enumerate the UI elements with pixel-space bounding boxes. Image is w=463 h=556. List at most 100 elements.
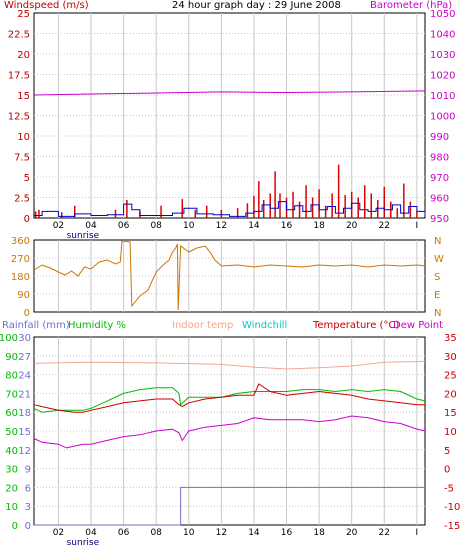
- sunrise-label: sunrise: [67, 231, 100, 241]
- windspeed-axis-tick-label: 15: [17, 91, 30, 102]
- temperature-axis-tick-label: 20: [444, 389, 457, 400]
- rainfall-axis-tick-label: 27: [18, 352, 31, 363]
- dewpoint-line: [33, 415, 426, 449]
- temp-x-tick-label: 12: [216, 528, 227, 538]
- temperature-axis-tick-label: 30: [444, 352, 457, 363]
- humidity-axis-tick-label: 80: [5, 371, 18, 382]
- windspeed-axis-tick-label: 17.5: [8, 71, 30, 82]
- humidity-axis-tick-label: 40: [5, 446, 18, 457]
- temperature-axis-tick-label: 25: [444, 371, 457, 382]
- barometer-line: [33, 90, 426, 96]
- windspeed-axis-tick-label: 2.5: [14, 194, 30, 205]
- rainfall-line: [34, 486, 425, 526]
- temperature-axis-label: Temperature (°C): [313, 320, 400, 331]
- compass-axis-tick-label: S: [434, 272, 440, 283]
- dewpoint-legend: Dew Point: [393, 320, 444, 331]
- temp-x-tick-label: 18: [313, 528, 325, 538]
- compass-axis-tick-label: E: [434, 290, 440, 301]
- wind-x-tick-label: 10: [183, 221, 195, 231]
- direction-axis-tick-label: 270: [11, 254, 30, 265]
- humidity-axis-tick-label: 10: [5, 502, 18, 513]
- barometer-axis-tick-label: 1030: [430, 50, 455, 61]
- barometer-axis-tick-label: 1040: [430, 30, 455, 41]
- chart-title: 24 hour graph day : 29 June 2008: [172, 0, 341, 11]
- barometer-axis-label: Barometer (hPa): [370, 0, 453, 11]
- rainfall-axis-tick-label: 0: [25, 521, 31, 532]
- barometer-axis-tick-label: 1010: [430, 91, 455, 102]
- humidity-axis-tick-label: 0: [12, 521, 18, 532]
- wind-x-tick-label: 22: [379, 221, 390, 231]
- windspeed-axis-tick-label: 0: [24, 214, 30, 225]
- direction-axis-tick-label: 0: [24, 308, 30, 319]
- direction-axis-tick-label: 180: [11, 272, 30, 283]
- wind-x-tick-label: 06: [118, 221, 130, 231]
- barometer-axis-tick-label: 1050: [430, 9, 455, 20]
- direction-axis-tick-label: 360: [11, 236, 30, 247]
- temperature-axis-tick-label: 5: [444, 446, 450, 457]
- wind-x-tick-label: I: [416, 221, 419, 231]
- temperature-axis-tick-label: -5: [444, 483, 454, 494]
- barometer-axis-tick-label: 980: [430, 153, 449, 164]
- rainfall-axis-tick-label: 6: [25, 483, 31, 494]
- windchill-legend: Windchill: [242, 320, 288, 331]
- wind-x-tick-label: 18: [313, 221, 325, 231]
- barometer-axis-tick-label: 960: [430, 194, 449, 205]
- humidity-axis-tick-label: 20: [5, 483, 18, 494]
- temp-x-tick-label: 04: [85, 528, 97, 538]
- windspeed-axis-tick-label: 25: [17, 9, 30, 20]
- humidity-axis-tick-label: 60: [5, 408, 18, 419]
- wind-x-tick-label: 08: [150, 221, 162, 231]
- direction-axis-tick-label: 90: [17, 290, 30, 301]
- temperature-axis-tick-label: -10: [444, 502, 460, 513]
- temperature-axis-tick-label: 15: [444, 408, 457, 419]
- temp-x-tick-label: 14: [248, 528, 260, 538]
- temperature-axis-tick-label: 10: [444, 427, 457, 438]
- indoor-temp-line: [33, 360, 426, 370]
- wind-average-line: [34, 201, 426, 217]
- humidity-line: [33, 387, 426, 413]
- rainfall-axis-tick-label: 18: [18, 408, 31, 419]
- rainfall-axis-label: Rainfall (mm): [2, 320, 70, 331]
- temperature-axis-tick-label: 35: [444, 333, 457, 344]
- temp-x-tick-label: 22: [379, 528, 390, 538]
- barometer-axis-tick-label: 990: [430, 132, 449, 143]
- windspeed-axis-tick-label: 22.5: [8, 30, 30, 41]
- temp-x-tick-label: 02: [53, 528, 64, 538]
- windspeed-axis-tick-label: 10: [17, 132, 30, 143]
- rainfall-axis-tick-label: 3: [25, 502, 31, 513]
- wind-x-tick-label: 12: [216, 221, 227, 231]
- windspeed-axis-tick-label: 7.5: [14, 153, 30, 164]
- indoor-temp-legend: Indoor temp: [172, 320, 234, 331]
- windspeed-axis-tick-label: 20: [17, 50, 30, 61]
- temp-x-tick-label: 06: [118, 528, 130, 538]
- sunrise-label-lower: sunrise: [67, 538, 100, 548]
- temp-x-tick-label: I: [416, 528, 419, 538]
- rainfall-axis-tick-label: 30: [18, 333, 31, 344]
- barometer-axis-tick-label: 1020: [430, 71, 455, 82]
- barometer-axis-tick-label: 1000: [430, 112, 455, 123]
- wind-x-tick-label: 14: [248, 221, 260, 231]
- wind-x-tick-label: 02: [53, 221, 64, 231]
- compass-axis-tick-label: W: [434, 254, 444, 265]
- wind-direction-line: [33, 240, 426, 311]
- humidity-axis-label: Humidity %: [68, 320, 127, 331]
- windspeed-axis-tick-label: 5: [24, 173, 30, 184]
- windspeed-axis-label: Windspeed (m/s): [4, 0, 89, 11]
- temp-x-tick-label: 16: [281, 528, 293, 538]
- wind-x-tick-label: 04: [85, 221, 97, 231]
- rainfall-axis-tick-label: 21: [18, 389, 31, 400]
- humidity-axis-tick-label: 70: [5, 389, 18, 400]
- lower-header: Rainfall (mm) Humidity % Indoor temp Win…: [0, 320, 463, 334]
- temperature-axis-tick-label: -15: [444, 521, 460, 532]
- compass-axis-tick-label: N: [434, 236, 441, 247]
- rainfall-axis-tick-label: 12: [18, 446, 31, 457]
- rainfall-axis-tick-label: 24: [18, 371, 31, 382]
- temp-x-tick-label: 20: [346, 528, 358, 538]
- humidity-axis-tick-label: 90: [5, 352, 18, 363]
- humidity-axis-tick-label: 30: [5, 465, 18, 476]
- temperature-axis-tick-label: 0: [444, 465, 450, 476]
- temp-x-tick-label: 08: [150, 528, 162, 538]
- humidity-axis-tick-label: 50: [5, 427, 18, 438]
